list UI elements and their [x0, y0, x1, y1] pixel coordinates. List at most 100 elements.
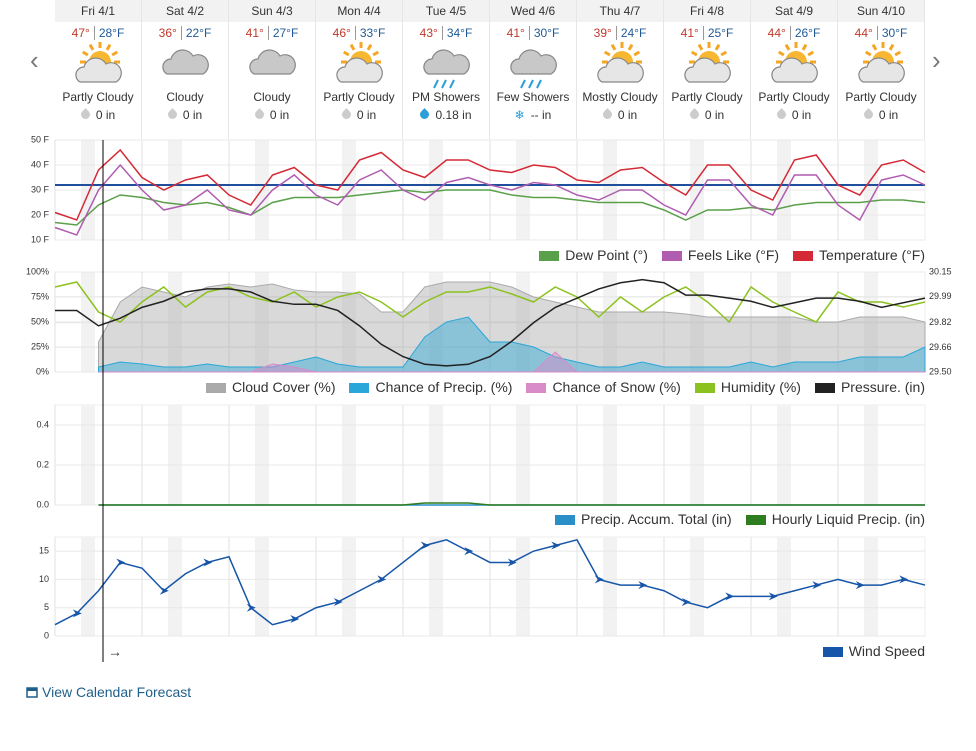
wind-arrow — [681, 598, 691, 607]
precip-amount: 0 in — [878, 108, 899, 122]
day-label: Sun 4/10 — [838, 0, 924, 22]
high-temp: 44° — [854, 26, 878, 40]
temps: 41° 30°F — [490, 26, 576, 40]
high-temp: 41° — [680, 26, 704, 40]
legend-swatch — [822, 647, 843, 658]
calendar-link[interactable]: View Calendar Forecast — [26, 684, 191, 700]
precip-amount: 0 in — [704, 108, 725, 122]
legend-swatch — [539, 251, 560, 262]
night-band — [777, 537, 791, 636]
wind-arrow — [72, 609, 82, 618]
wind-arrow — [725, 592, 735, 601]
temps: 46° 33°F — [316, 26, 402, 40]
sun-ray — [633, 50, 641, 57]
day-label: Fri 4/8 — [664, 0, 750, 22]
line — [55, 278, 926, 367]
rain — [536, 79, 542, 89]
y-tick-label: 0.0 — [36, 499, 49, 509]
day-label: Tue 4/5 — [403, 0, 489, 22]
cloud — [771, 57, 818, 83]
low-temp: 33°F — [359, 26, 386, 40]
sun-ray — [807, 50, 815, 57]
calendar-icon — [26, 687, 38, 698]
condition: Partly Cloudy — [758, 90, 830, 104]
legend-label: Temperature (°F) — [819, 247, 925, 263]
wind-arrow — [812, 581, 822, 590]
high-temp: 43° — [419, 26, 443, 40]
next-arrow[interactable]: › — [932, 45, 941, 75]
icon-box — [316, 40, 402, 90]
icon-box — [490, 40, 576, 90]
y-tick-label: 29.66 — [929, 342, 952, 352]
legend-label: Pressure. (in) — [840, 379, 925, 395]
prev-arrow[interactable]: ‹ — [30, 45, 39, 75]
weather-icon — [336, 42, 383, 83]
day-label: Fri 4/1 — [55, 0, 141, 22]
night-band — [516, 537, 530, 636]
temps: 41° 27°F — [229, 26, 315, 40]
weather-icon — [75, 42, 122, 83]
sun-ray — [366, 43, 373, 51]
temps: 47° 28°F — [55, 26, 141, 40]
y-tick-label: 0.4 — [36, 419, 49, 429]
y-tick-label: 10 F — [31, 234, 50, 244]
wind-arrow — [507, 558, 517, 567]
icon-box — [751, 40, 837, 90]
legend-item: Pressure. (in) — [814, 379, 925, 395]
low-temp: 27°F — [272, 26, 299, 40]
night-band — [777, 405, 791, 505]
legend-swatch — [206, 383, 226, 394]
condition: Cloudy — [253, 90, 291, 104]
legend-swatch — [526, 383, 547, 394]
legend-item: Humidity (%) — [694, 379, 801, 395]
wind-arrow — [246, 603, 256, 612]
night-band — [255, 405, 269, 505]
wind-arrow — [768, 592, 778, 601]
condition: Partly Cloudy — [323, 90, 395, 104]
day-label: Sat 4/2 — [142, 0, 228, 22]
day-label: Sun 4/3 — [229, 0, 315, 22]
night-band — [603, 405, 617, 505]
precip-amount: 0 in — [356, 108, 377, 122]
sun-ray — [777, 50, 785, 57]
line — [54, 189, 926, 226]
sun-ray — [372, 50, 380, 57]
area — [98, 351, 925, 373]
y-tick-label: 29.99 — [929, 291, 952, 301]
night-band — [342, 537, 356, 636]
legend: Cloud Cover (%) Chance of Precip. (%) Chan… — [206, 379, 925, 395]
cloud — [423, 49, 470, 75]
y-tick-label: 40 F — [31, 159, 50, 169]
temps: 44° 30°F — [838, 26, 924, 40]
cloud — [75, 57, 122, 83]
precip-amount: 0 in — [269, 108, 290, 122]
legend-item: Chance of Precip. (%) — [349, 379, 512, 395]
day-column: Thu 4/7 39° 24°F Mostly Cloudy 0 in — [577, 0, 664, 139]
y-tick-label: 29.50 — [929, 366, 952, 376]
precip-icon — [165, 108, 179, 121]
now-marker: → — [108, 644, 122, 660]
link-text[interactable]: View Calendar Forecast — [42, 684, 192, 700]
precip-amount: -- in — [530, 108, 552, 122]
wind-arrow — [203, 558, 213, 567]
temps: 36° 22°F — [142, 26, 228, 40]
condition: Cloudy — [166, 90, 204, 104]
legend-swatch — [745, 515, 766, 526]
sun-ray — [871, 43, 878, 51]
day-column: Sat 4/9 44° 26°F Partly Cloudy 0 in — [751, 0, 838, 139]
weather-icon — [771, 42, 818, 83]
precip-icon — [774, 108, 788, 121]
legend-label: Precip. Accum. Total (in) — [581, 511, 732, 527]
wind-arrow — [638, 581, 648, 590]
y-tick-label: 0.2 — [36, 459, 49, 469]
legend-item: Dew Point (°) — [539, 247, 648, 263]
low-temp: 24°F — [620, 26, 647, 40]
sun-ray — [603, 50, 611, 57]
temps: 43° 34°F — [403, 26, 489, 40]
night-band — [429, 405, 443, 505]
cloud — [597, 57, 644, 83]
day-column: Mon 4/4 46° 33°F Partly Cloudy 0 in — [316, 0, 403, 139]
y-tick-label: 50% — [31, 316, 49, 326]
y-tick-label: 29.82 — [929, 317, 952, 327]
high-temp: 36° — [158, 26, 182, 40]
